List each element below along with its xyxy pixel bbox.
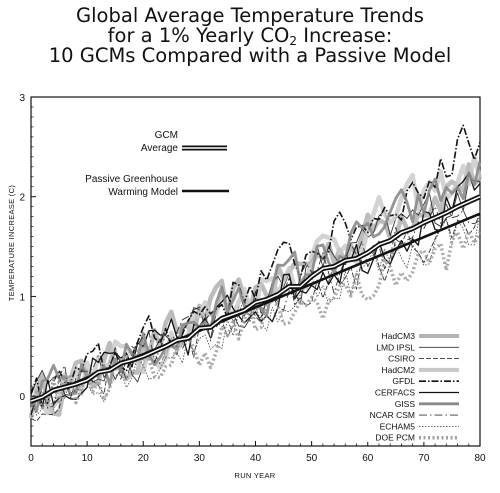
axis-ticks: 0 10 20 30 40 50 60 70 80 0 1 2 3 [19,93,486,464]
legend-label: ECHAM5 [380,421,416,431]
legend-label: CERFACS [375,388,415,398]
y-tick-label: 2 [19,193,25,204]
x-tick-label: 20 [138,453,150,464]
gcm-average-label-line-1: GCM [155,130,178,141]
y-tick-label: 3 [19,93,25,104]
title-line-2-main: for a 1% Yearly CO [107,24,290,47]
x-tick-label: 30 [194,453,206,464]
legend-label: HadCM2 [381,365,415,375]
series-line-doe-pcm [29,229,482,410]
x-tick-label: 60 [362,453,374,464]
title-line-3: 10 GCMs Compared with a Passive Model [48,44,452,67]
gcm-average-layer [30,194,482,404]
passive-model-label-line-2: Warming Model [108,187,178,198]
series-line-csiro [30,211,481,422]
x-tick-label: 70 [418,453,430,464]
x-tick-label: 0 [28,453,34,464]
legend-background [366,329,476,442]
y-tick-label: 1 [19,292,25,303]
y-tick-label: 0 [19,392,25,403]
x-tick-label: 80 [474,453,486,464]
legend-label: GISS [395,399,416,409]
legend-label: DOE PCM [375,433,415,443]
title-line-2-end: Increase: [297,24,393,47]
x-axis-label: RUN YEAR [234,471,275,480]
series-line-hadcm3 [28,162,482,419]
series-line-ncar-csm [30,203,481,413]
gcm-average-line-inner [30,196,481,402]
passive-model-annotation: Passive Greenhouse Warming Model [85,174,229,198]
gcm-average-annotation: GCM Average [141,130,227,154]
series-line-cerfacs [30,172,481,416]
series-line-echam5 [30,211,481,416]
title-subscript: 2 [289,34,298,48]
gcm-average-label-line-2: Average [141,143,179,154]
legend-label: GFDL [392,376,415,386]
x-tick-label: 10 [82,453,94,464]
x-tick-label: 40 [250,453,262,464]
title-line-2: for a 1% Yearly CO2 Increase: [0,24,500,48]
title-line-1: Global Average Temperature Trends [76,4,424,27]
legend-label: LMD IPSL [376,342,415,352]
legend-label: CSIRO [388,354,415,364]
y-axis-label: TEMPERATURE INCREASE (C) [7,185,16,301]
chart-title: Global Average Temperature Trends for a … [0,6,500,66]
legend-label: NCAR CSM [370,410,415,420]
legend-label: HadCM3 [381,331,415,341]
x-tick-label: 50 [306,453,318,464]
passive-model-label-line-1: Passive Greenhouse [85,174,178,185]
